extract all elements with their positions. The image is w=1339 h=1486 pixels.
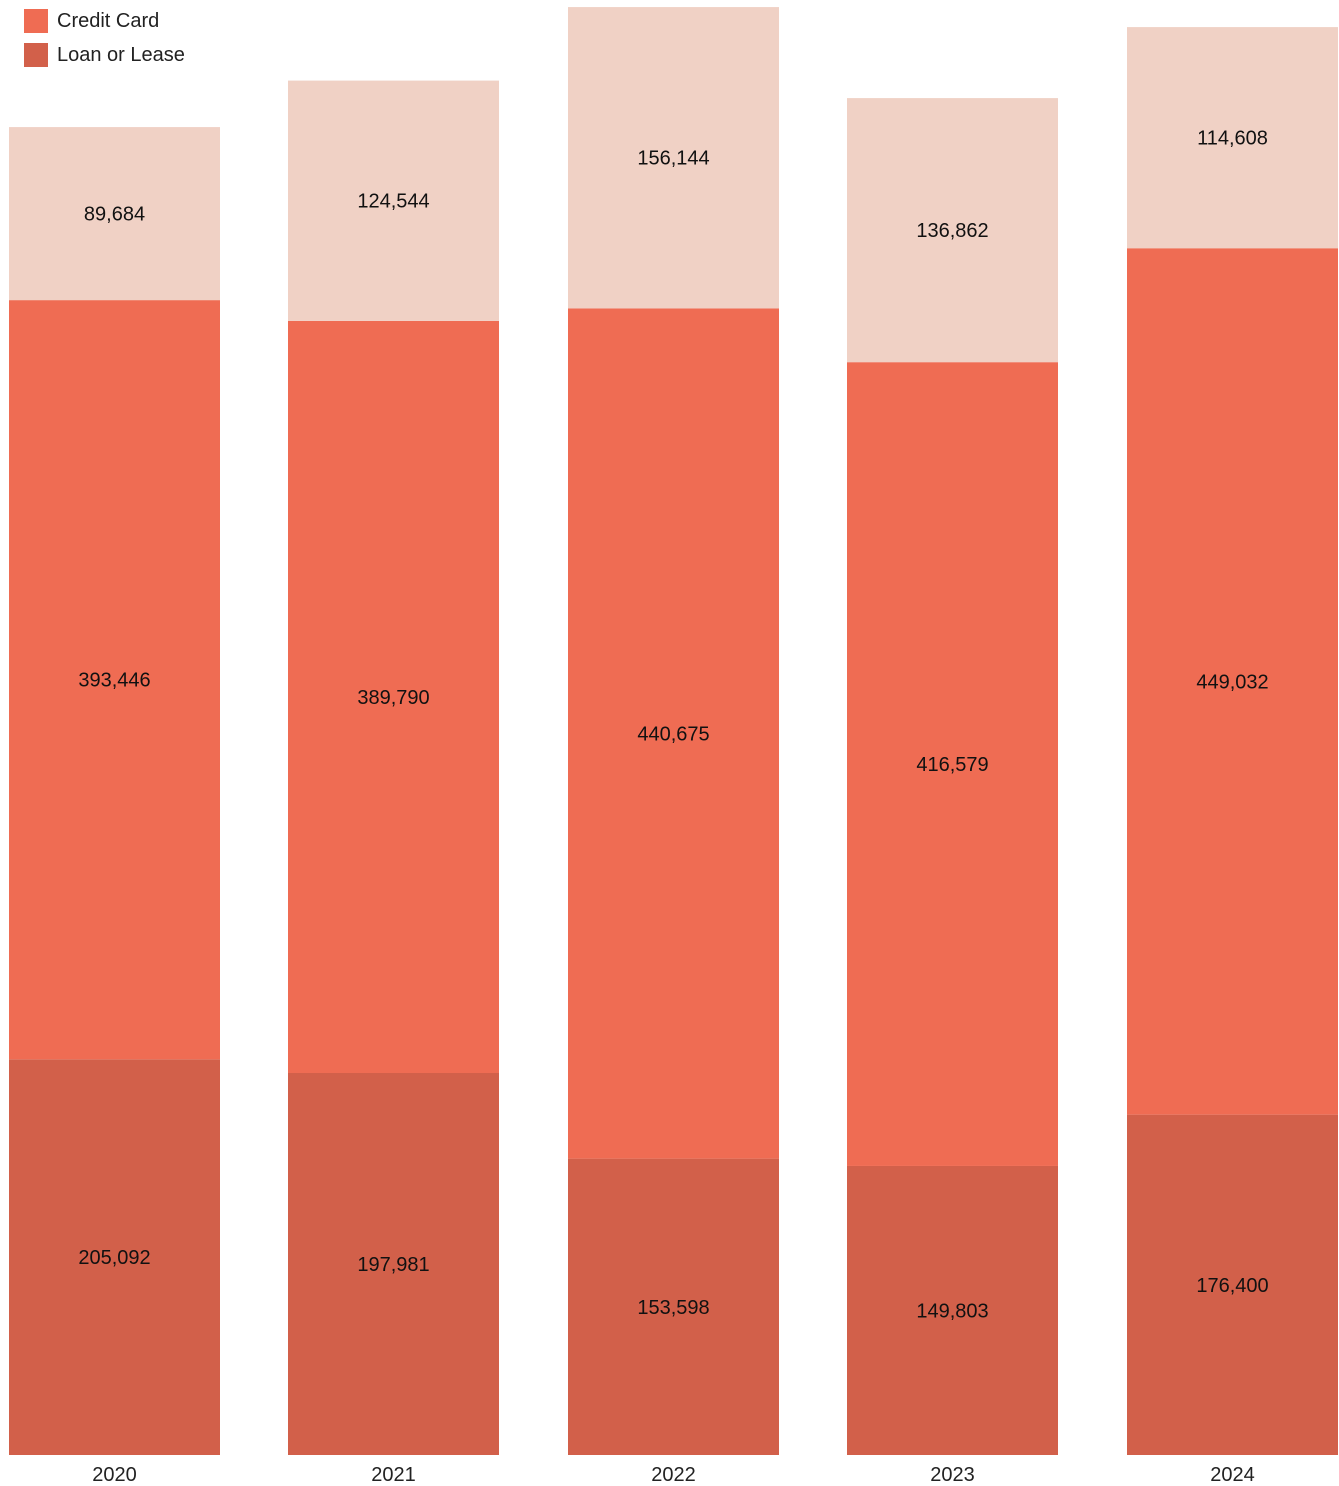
legend-item-loan-or-lease: Loan or Lease: [24, 38, 185, 72]
bar-segment-2024-middle: [1127, 248, 1338, 1115]
legend-item-credit-card: Credit Card: [24, 4, 185, 38]
data-label-2024-middle: 449,032: [1196, 671, 1268, 693]
x-tick-label-2024: 2024: [1210, 1464, 1255, 1486]
data-label-2022-bottom: 153,598: [637, 1297, 709, 1319]
data-label-2024-bottom: 176,400: [1196, 1275, 1268, 1297]
x-tick-label-2021: 2021: [371, 1464, 416, 1486]
data-label-2022-top: 156,144: [637, 148, 709, 170]
bar-segment-2023-top: [847, 98, 1058, 363]
data-label-2020-top: 89,684: [84, 204, 145, 226]
bar-segment-2023-middle: [847, 362, 1058, 1166]
legend-swatch-loan-or-lease: [24, 43, 48, 67]
bar-segment-2020-bottom: [9, 1059, 220, 1455]
bar-segment-2022-bottom: [568, 1158, 779, 1455]
legend-label-loan-or-lease: Loan or Lease: [57, 44, 185, 66]
bar-segment-2024-top: [1127, 27, 1338, 249]
bar-segment-2024-bottom: [1127, 1114, 1338, 1455]
x-tick-label-2020: 2020: [92, 1464, 137, 1486]
bar-segment-2023-bottom: [847, 1165, 1058, 1455]
data-label-2023-bottom: 149,803: [916, 1300, 988, 1322]
bar-segment-2020-middle: [9, 300, 220, 1060]
legend-swatch-credit-card: [24, 9, 48, 33]
data-label-2020-middle: 393,446: [78, 670, 150, 692]
bar-segment-2021-middle: [288, 320, 499, 1073]
bar-segment-2020-top: [9, 127, 220, 301]
bar-segment-2022-middle: [568, 308, 779, 1159]
x-tick-label-2022: 2022: [651, 1464, 696, 1486]
data-label-2024-top: 114,608: [1197, 128, 1268, 150]
data-label-2022-middle: 440,675: [637, 723, 709, 745]
bar-segment-2021-top: [288, 80, 499, 321]
x-tick-label-2023: 2023: [930, 1464, 975, 1486]
bar-segment-2022-top: [568, 7, 779, 309]
chart-legend: Credit Card Loan or Lease: [24, 4, 185, 72]
data-label-2023-middle: 416,579: [916, 754, 988, 776]
data-label-2020-bottom: 205,092: [78, 1247, 150, 1269]
data-label-2023-top: 136,862: [916, 220, 988, 242]
data-label-2021-bottom: 197,981: [357, 1254, 429, 1276]
data-label-2021-middle: 389,790: [357, 687, 429, 709]
legend-label-credit-card: Credit Card: [57, 10, 160, 32]
data-label-2021-top: 124,544: [357, 191, 429, 213]
bar-segment-2021-bottom: [288, 1073, 499, 1455]
